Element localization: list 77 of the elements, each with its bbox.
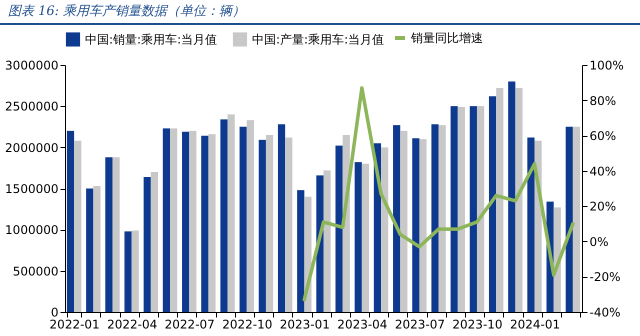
x-tick-label: 2023-01 (280, 318, 330, 332)
x-tick-label: 2022-01 (50, 318, 100, 332)
y2-tick-label: 0% (590, 234, 609, 249)
bar (220, 119, 228, 312)
bar (362, 164, 370, 312)
bar (335, 146, 343, 312)
line-series (302, 86, 575, 302)
legend-label: 销量同比增速 (410, 31, 483, 45)
bar (354, 162, 362, 312)
bar (201, 136, 208, 312)
bar (105, 157, 112, 312)
y-tick-label: 2500000 (5, 100, 58, 114)
bar (488, 96, 496, 312)
y-tick-label: 2000000 (5, 140, 58, 155)
y-tick-label: 1000000 (5, 223, 58, 238)
bar (508, 81, 516, 312)
x-tick-label: 2023-04 (337, 318, 388, 332)
bar (566, 126, 573, 312)
x-tick-label: 2023-07 (394, 318, 445, 332)
bar (431, 124, 439, 312)
bar (458, 106, 465, 312)
y2-tick-label: -20% (590, 270, 621, 284)
y2-tick-label: 80% (590, 94, 616, 108)
bar (419, 139, 427, 312)
bar (278, 124, 286, 312)
bar (258, 140, 266, 312)
bar (476, 106, 484, 312)
y-tick-label: 3000000 (5, 58, 58, 72)
bar (182, 132, 190, 312)
bar (86, 188, 94, 312)
bar (554, 207, 561, 312)
bar (572, 126, 580, 312)
y-tick-label: 1500000 (5, 182, 58, 196)
bar (162, 128, 170, 312)
bar (124, 231, 132, 312)
x-tick-label: 2023-10 (452, 318, 503, 332)
legend-label: 中国:产量:乘用车:当月值 (252, 32, 384, 46)
bar (228, 114, 235, 312)
y2-tick-label: -40% (590, 306, 621, 320)
bar (324, 170, 331, 312)
bar (400, 130, 408, 312)
x-tick-label: 2022-10 (222, 318, 272, 332)
bar (297, 190, 304, 312)
bar (112, 157, 120, 312)
bar (381, 147, 388, 312)
bar (132, 230, 139, 312)
bar (170, 128, 178, 312)
y-tick-label: 500000 (12, 264, 58, 278)
bar (285, 137, 292, 312)
bar (412, 138, 420, 312)
y2-tick-label: 40% (590, 164, 616, 178)
bar (527, 137, 535, 312)
bar (438, 125, 446, 312)
bar (496, 88, 504, 312)
x-tick-label: 2022-07 (164, 318, 215, 332)
bar (266, 134, 274, 312)
y-tick-label: 0 (50, 306, 58, 320)
bar (150, 172, 158, 312)
y2-tick-label: 20% (590, 200, 616, 214)
x-tick-label: 2022-04 (107, 318, 158, 332)
y2-tick-label: 100% (590, 58, 624, 72)
bar (74, 140, 82, 312)
bar (515, 88, 523, 312)
bar (240, 126, 247, 312)
chart-title: 图表 16: 乘用车产销量数据（单位：辆） (7, 3, 246, 21)
x-tick-label: 2024-01 (510, 318, 560, 332)
legend-label: 中国:销量:乘用车:当月值 (85, 32, 218, 46)
bar (144, 176, 151, 312)
bar (208, 134, 216, 312)
y2-tick-label: 60% (590, 129, 616, 144)
bar (189, 130, 196, 312)
bar (246, 120, 254, 312)
bar (393, 125, 400, 312)
bar (66, 130, 74, 312)
bar (470, 106, 477, 312)
bar (450, 106, 458, 312)
bar (93, 186, 100, 312)
